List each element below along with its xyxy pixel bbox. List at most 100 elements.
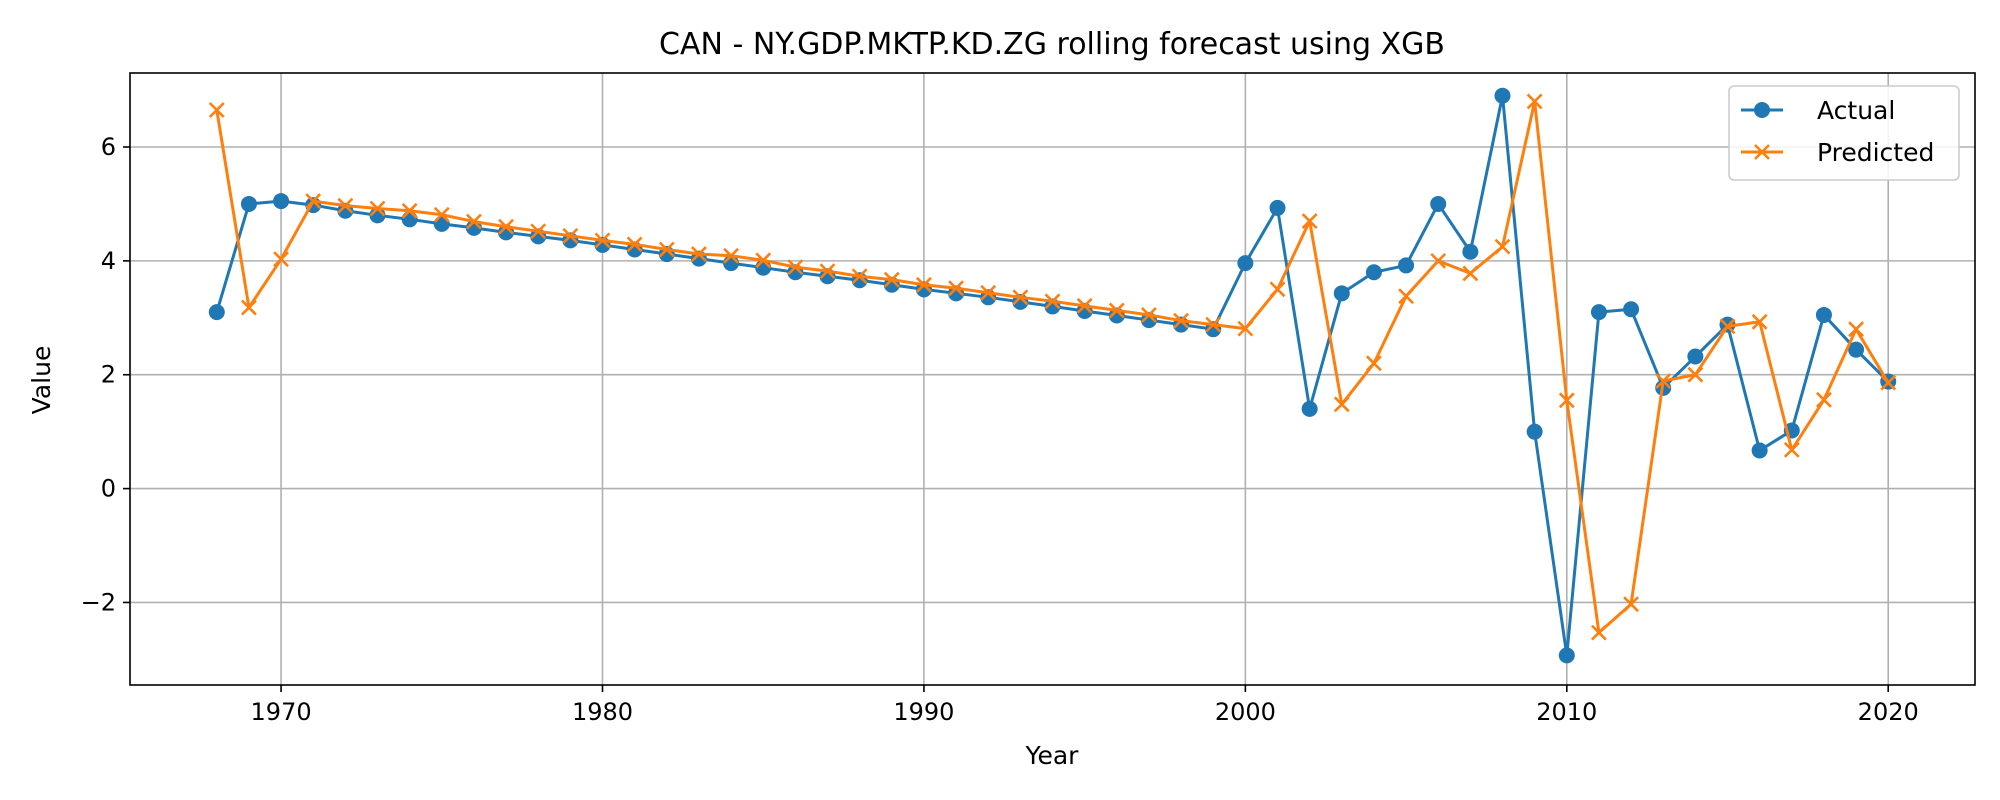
predicted-point	[530, 223, 547, 240]
predicted-point	[562, 227, 579, 244]
y-axis: −2 0 2 4 6	[81, 133, 130, 616]
actual-point	[401, 211, 418, 228]
actual-point	[1237, 255, 1254, 272]
predicted-point	[433, 206, 450, 223]
predicted-point	[658, 241, 675, 258]
legend: Actual Predicted	[1728, 85, 1960, 181]
legend-predicted-label: Predicted	[1817, 138, 1934, 167]
actual-point	[1558, 647, 1575, 664]
actual-point	[1462, 243, 1479, 260]
plot-frame	[129, 72, 1976, 686]
y-axis-label: Value	[27, 346, 56, 415]
predicted-point	[241, 299, 257, 316]
predicted-series-line	[215, 99, 1890, 635]
predicted-point	[980, 284, 997, 301]
actual-point	[1848, 341, 1865, 358]
chart-title: CAN - NY.GDP.MKTP.KD.ZG rolling forecast…	[659, 27, 1445, 62]
predicted-point	[1269, 281, 1286, 298]
actual-series-line	[215, 94, 1890, 657]
actual-point	[1494, 87, 1511, 104]
y-tick-label: 0	[101, 475, 116, 503]
predicted-point	[1333, 396, 1350, 413]
predicted-point	[594, 232, 611, 249]
x-axis-label: Year	[1025, 741, 1080, 770]
predicted-point	[819, 263, 836, 280]
predicted-point	[851, 268, 868, 285]
predicted-point	[1880, 374, 1897, 391]
predicted-point	[1655, 373, 1672, 389]
x-tick-label: 1980	[572, 698, 633, 726]
legend-actual-label: Actual	[1817, 96, 1895, 125]
predicted-point	[208, 102, 225, 118]
actual-point	[1751, 442, 1768, 459]
predicted-point	[1623, 596, 1639, 613]
x-tick-label: 2020	[1858, 698, 1919, 726]
predicted-point	[1108, 302, 1125, 319]
actual-point	[1365, 264, 1382, 281]
predicted-point	[1173, 312, 1189, 329]
predicted-point	[691, 246, 707, 262]
predicted-point	[1366, 355, 1382, 372]
predicted-point	[948, 280, 964, 297]
actual-point	[1430, 195, 1447, 212]
predicted-point	[1494, 238, 1511, 255]
predicted-point	[1430, 252, 1447, 269]
predicted-point	[273, 251, 289, 268]
x-axis: 1970 1980 1990 2000 2010 2020	[251, 685, 1919, 726]
predicted-point	[1687, 366, 1704, 383]
predicted-point	[1558, 392, 1575, 409]
predicted-point	[1398, 288, 1414, 305]
predicted-point	[466, 213, 482, 230]
actual-point	[1590, 304, 1607, 321]
predicted-point	[1816, 391, 1832, 408]
predicted-point	[1012, 289, 1029, 306]
x-tick-label: 1990	[893, 698, 954, 726]
actual-point	[273, 193, 290, 210]
actual-point	[1398, 257, 1415, 274]
y-tick-label: 2	[101, 361, 116, 389]
predicted-point	[401, 202, 418, 219]
predicted-point	[916, 276, 932, 293]
predicted-point	[1141, 307, 1157, 323]
predicted-point	[1848, 321, 1864, 338]
actual-point	[208, 304, 225, 321]
predicted-point	[787, 259, 804, 276]
predicted-point	[755, 252, 772, 269]
legend-actual-marker	[1754, 102, 1770, 118]
predicted-point	[1719, 318, 1736, 335]
actual-point	[1623, 301, 1640, 318]
y-tick-label: 6	[101, 133, 116, 161]
predicted-point	[883, 271, 900, 288]
predicted-point	[723, 247, 739, 264]
actual-point	[1687, 348, 1704, 365]
predicted-point	[1237, 320, 1254, 337]
predicted-point	[498, 218, 514, 235]
actual-point	[1815, 306, 1832, 323]
y-tick-label: 4	[101, 247, 116, 275]
actual-point	[433, 215, 450, 232]
predicted-point	[1462, 265, 1479, 282]
y-tick-label: −2	[81, 588, 116, 616]
predicted-point	[337, 197, 354, 214]
legend-predicted-marker	[1754, 144, 1770, 160]
actual-point	[240, 195, 257, 212]
actual-point	[1269, 199, 1286, 216]
actual-point	[1301, 400, 1318, 417]
predicted-point	[1783, 441, 1800, 458]
predicted-point	[626, 236, 643, 253]
actual-point	[1333, 285, 1350, 302]
series-layer	[208, 87, 1897, 664]
predicted-point	[1751, 313, 1768, 330]
predicted-point	[1205, 316, 1222, 333]
predicted-point	[1044, 293, 1061, 310]
predicted-point	[1076, 297, 1093, 314]
predicted-point	[369, 200, 386, 217]
x-tick-label: 2000	[1215, 698, 1276, 726]
legend-box	[1728, 85, 1960, 181]
x-tick-label: 2010	[1536, 698, 1597, 726]
predicted-point	[1301, 213, 1318, 229]
predicted-point	[1591, 624, 1607, 641]
actual-point	[1526, 423, 1543, 440]
predicted-point	[305, 193, 322, 210]
